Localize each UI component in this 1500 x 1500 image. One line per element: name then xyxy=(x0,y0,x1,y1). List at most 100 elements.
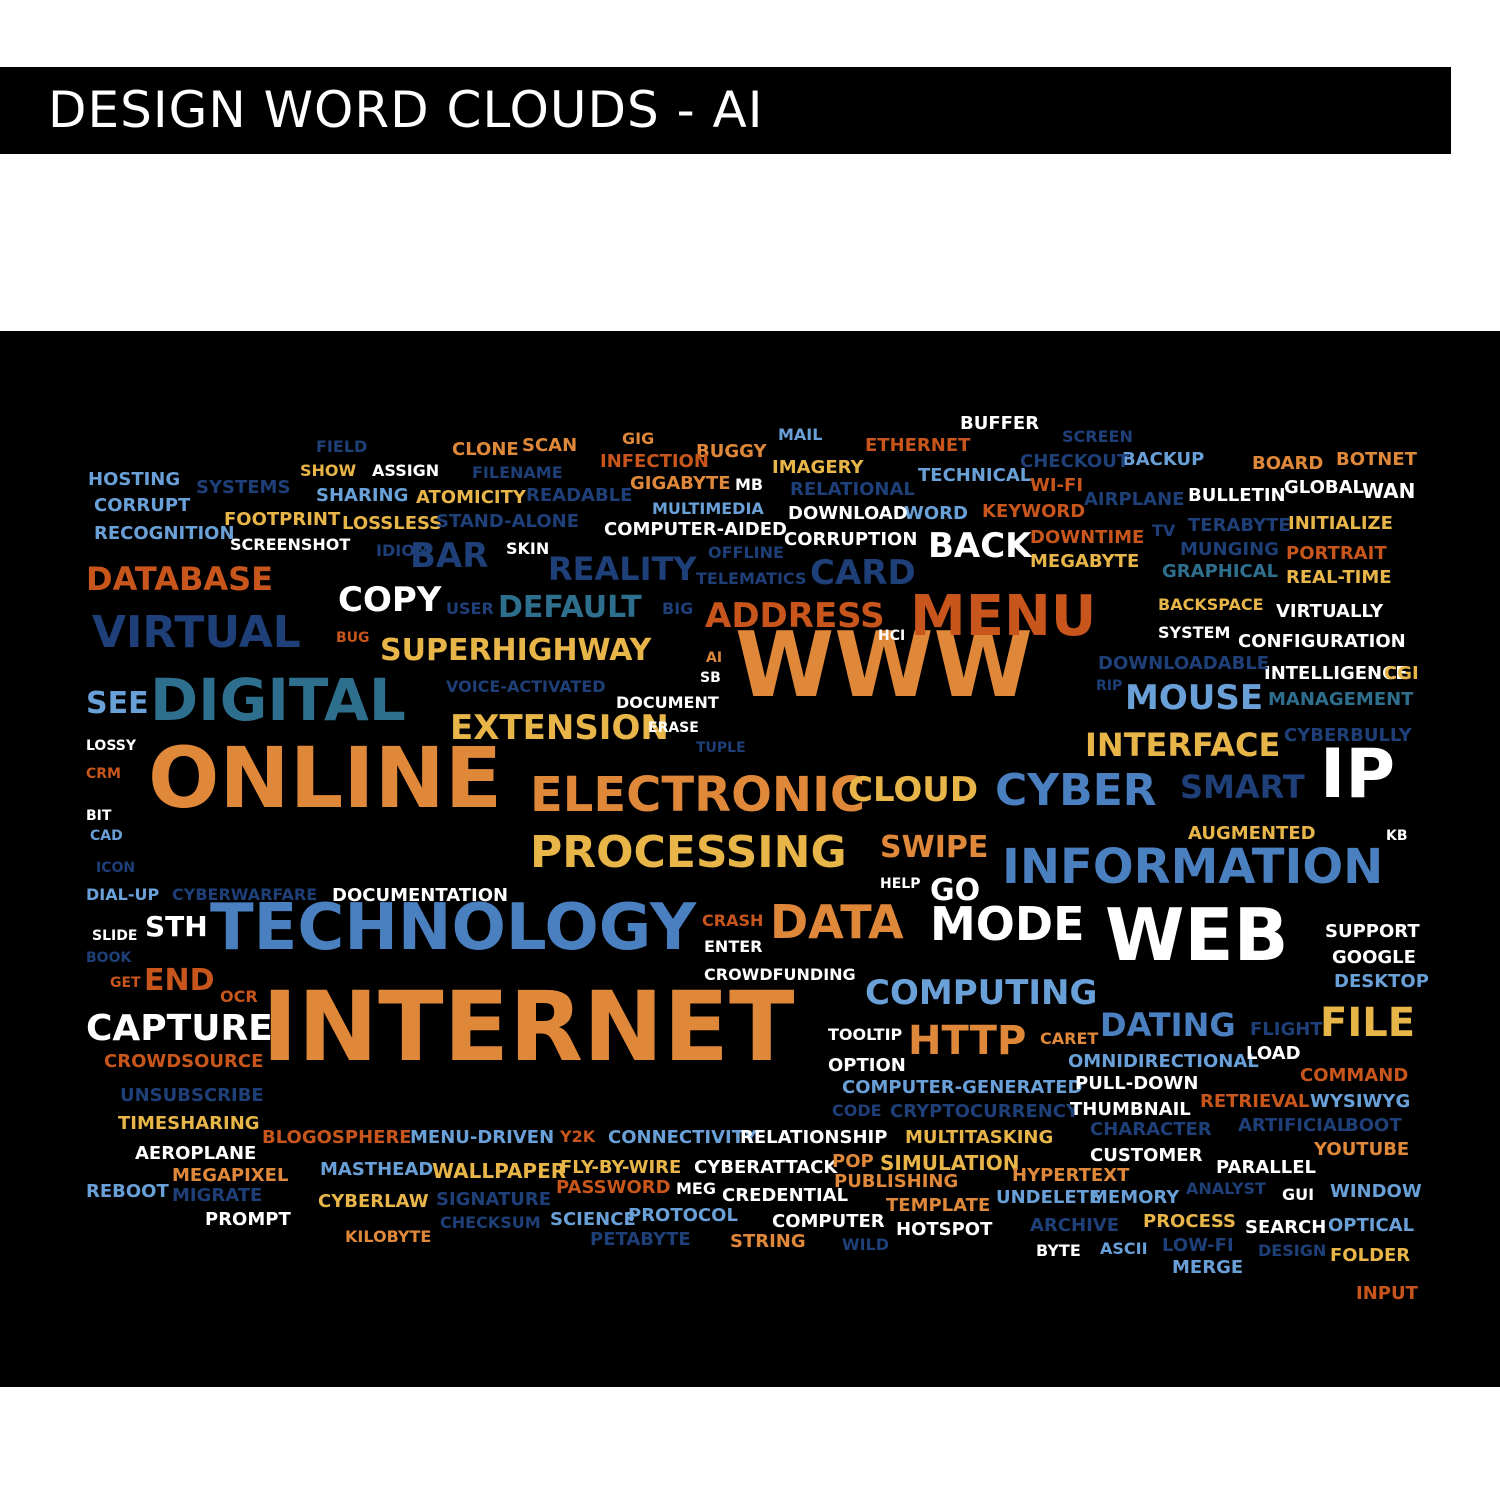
word-input: INPUT xyxy=(1356,1283,1418,1304)
word-masthead: MASTHEAD xyxy=(320,1159,434,1180)
word-wallpaper: WALLPAPER xyxy=(432,1159,567,1183)
word-help: HELP xyxy=(880,876,921,892)
word-signature: SIGNATURE xyxy=(436,1189,552,1210)
word-smart: SMART xyxy=(1180,768,1305,806)
word-ai: AI xyxy=(706,650,723,666)
word-cyberbully: CYBERBULLY xyxy=(1284,725,1412,746)
word-wysiwyg: WYSIWYG xyxy=(1310,1091,1411,1112)
word-corruption: CORRUPTION xyxy=(784,529,918,550)
word-menu: MENU xyxy=(910,584,1097,649)
word-hotspot: HOTSPOT xyxy=(896,1219,993,1240)
word-meg: MEG xyxy=(676,1179,716,1198)
word-cyberattack: CYBERATTACK xyxy=(694,1157,838,1178)
word-initialize: INITIALIZE xyxy=(1288,513,1393,534)
word-field: FIELD xyxy=(316,437,368,456)
word-cyberwarfare: CYBERWARFARE xyxy=(172,885,318,904)
word-enter: ENTER xyxy=(704,937,763,956)
word-idiom: IDIOM xyxy=(376,541,431,560)
word-google: GOOGLE xyxy=(1332,947,1416,968)
word-copy: COPY xyxy=(338,580,442,620)
word-virtually: VIRTUALLY xyxy=(1276,601,1384,622)
word-simulation: SIMULATION xyxy=(880,1151,1020,1175)
word-support: SUPPORT xyxy=(1325,921,1420,942)
word-back: BACK xyxy=(928,526,1032,566)
word-menu-driven: MENU-DRIVEN xyxy=(410,1127,555,1148)
word-prompt: PROMPT xyxy=(205,1209,291,1230)
word-global: GLOBAL xyxy=(1284,477,1365,498)
word-imagery: IMAGERY xyxy=(772,457,864,478)
word-bar: BAR xyxy=(410,536,489,576)
word-voice-activated: VOICE-ACTIVATED xyxy=(446,677,606,696)
word-ip: IP xyxy=(1320,735,1396,814)
word-reality: REALITY xyxy=(548,550,697,588)
word-thumbnail: THUMBNAIL xyxy=(1070,1099,1191,1120)
word-bulletin: BULLETIN xyxy=(1188,485,1286,506)
word-digital: DIGITAL xyxy=(150,666,406,734)
word-artificial: ARTIFICIAL xyxy=(1238,1115,1349,1136)
word-screen: SCREEN xyxy=(1062,427,1133,446)
word-backup: BACKUP xyxy=(1122,449,1205,470)
word-checkout: CHECKOUT xyxy=(1020,451,1130,472)
word-hci: HCI xyxy=(878,628,906,644)
word-show: SHOW xyxy=(300,461,357,480)
word-mail: MAIL xyxy=(778,425,823,444)
word-protocol: PROTOCOL xyxy=(628,1205,738,1226)
word-filename: FILENAME xyxy=(472,463,563,482)
word-scan: SCAN xyxy=(522,435,578,456)
word-reboot: REBOOT xyxy=(86,1181,169,1202)
word-infection: INFECTION xyxy=(600,451,709,472)
word-pull-down: PULL-DOWN xyxy=(1075,1073,1199,1094)
word-cryptocurrency: CRYPTOCURRENCY xyxy=(890,1101,1080,1122)
word-augmented: AUGMENTED xyxy=(1188,823,1316,844)
word-byte: BYTE xyxy=(1036,1241,1081,1260)
word-cyber: CYBER xyxy=(995,765,1157,816)
word-readable: READABLE xyxy=(526,485,633,506)
word-youtube: YOUTUBE xyxy=(1314,1139,1410,1160)
word-pop: POP xyxy=(832,1151,874,1172)
word-dating: DATING xyxy=(1100,1006,1236,1044)
word-caret: CARET xyxy=(1040,1029,1099,1048)
word-hypertext: HYPERTEXT xyxy=(1012,1165,1130,1186)
word-science: SCIENCE xyxy=(550,1209,636,1230)
word-checksum: CHECKSUM xyxy=(440,1213,541,1232)
word-documentation: DOCUMENTATION xyxy=(332,885,509,906)
word-y2k: Y2K xyxy=(560,1127,596,1146)
word-extension: EXTENSION xyxy=(450,708,669,748)
word-electronic: ELECTRONIC xyxy=(530,767,866,823)
word-flight: FLIGHT xyxy=(1250,1019,1323,1040)
word-ascii: ASCII xyxy=(1100,1239,1148,1258)
word-internet: INTERNET xyxy=(262,971,795,1083)
word-assign: ASSIGN xyxy=(372,461,440,480)
word-erase: ERASE xyxy=(648,720,699,736)
word-cad: CAD xyxy=(90,828,123,844)
word-connectivity: CONNECTIVITY xyxy=(608,1127,758,1148)
word-configuration: CONFIGURATION xyxy=(1238,631,1406,652)
word-real-time: REAL-TIME xyxy=(1286,567,1392,588)
word-download: DOWNLOAD xyxy=(788,503,908,524)
word-omnidirectional: OMNIDIRECTIONAL xyxy=(1068,1051,1259,1072)
word-http: HTTP xyxy=(908,1018,1027,1064)
word-see: SEE xyxy=(86,686,149,721)
word-sth: STH xyxy=(145,910,208,943)
word-swipe: SWIPE xyxy=(880,830,989,865)
word-code: CODE xyxy=(832,1101,882,1120)
word-graphical: GRAPHICAL xyxy=(1162,561,1279,582)
word-timesharing: TIMESHARING xyxy=(118,1113,260,1134)
word-offline: OFFLINE xyxy=(708,543,784,562)
word-slide: SLIDE xyxy=(92,928,138,944)
word-buggy: BUGGY xyxy=(696,441,767,462)
word-wan: WAN xyxy=(1362,479,1416,503)
word-customer: CUSTOMER xyxy=(1090,1145,1203,1166)
word-backspace: BACKSPACE xyxy=(1158,595,1264,614)
word-buffer: BUFFER xyxy=(960,413,1040,434)
word-user: USER xyxy=(446,599,494,618)
word-online: ONLINE xyxy=(148,729,503,827)
word-book: BOOK xyxy=(86,950,132,966)
word-bug: BUG xyxy=(336,630,370,646)
word-relational: RELATIONAL xyxy=(790,479,915,500)
word-publishing: PUBLISHING xyxy=(834,1171,959,1192)
word-gig: GIG xyxy=(622,429,655,448)
word-mb: MB xyxy=(735,475,764,494)
word-skin: SKIN xyxy=(506,539,550,558)
word-fly-by-wire: FLY-BY-WIRE xyxy=(560,1157,682,1178)
